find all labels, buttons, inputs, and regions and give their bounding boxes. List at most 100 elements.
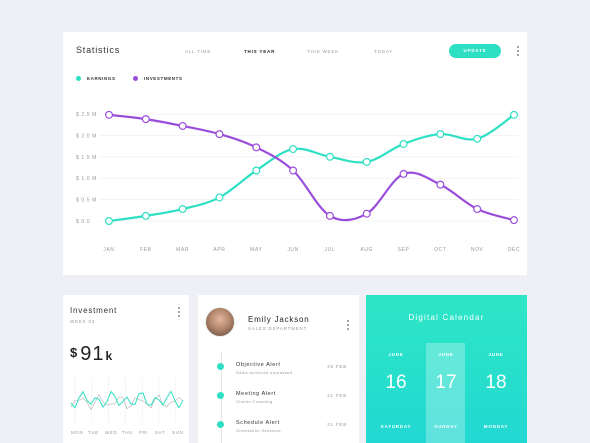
calendar-title: Digital Calendar	[408, 313, 485, 322]
contact-department: SALES DEPARTMENT	[248, 326, 308, 331]
update-button[interactable]: UPDATE	[449, 44, 501, 58]
alert-title: Meeting Alert	[236, 391, 276, 397]
x-tick-label: NOV	[471, 247, 484, 253]
alert-bullet-icon	[217, 363, 224, 370]
data-point-earnings[interactable]	[215, 193, 224, 202]
investment-menu-icon[interactable]	[176, 307, 182, 317]
calendar-weekday: MONDAY	[483, 424, 509, 429]
data-point-earnings[interactable]	[510, 110, 519, 119]
series-line-earnings	[108, 113, 515, 223]
calendar-weekday: SUNDAY	[434, 424, 458, 429]
calendar-day-16[interactable]: JUNE 16 SATURDAY	[376, 352, 416, 429]
tab-this-week[interactable]: THIS WEEK	[307, 49, 339, 54]
alert-subtitle: Clients Coaching	[236, 399, 273, 404]
calendar-card: Digital Calendar JUNE 16 SATURDAY JUNE 1…	[366, 295, 527, 443]
alert-subtitle: Orientation Sessions	[236, 428, 281, 433]
x-tick-label: AUG	[360, 247, 373, 253]
x-tick-label: JUL	[325, 247, 336, 253]
sparkline-primary	[70, 390, 184, 409]
investment-unit: k	[105, 349, 114, 363]
sparkline-secondary	[70, 393, 184, 411]
y-tick-label: $ 2.0 M	[76, 133, 97, 139]
data-point-investments[interactable]	[473, 205, 482, 214]
data-point-investments[interactable]	[104, 110, 113, 119]
x-tick-label: SEP	[398, 247, 410, 253]
contact-card: Emily Jackson SALES DEPARTMENT Objective…	[198, 295, 359, 443]
data-point-investments[interactable]	[215, 130, 224, 139]
data-point-earnings[interactable]	[399, 139, 408, 148]
x-tick-label: JUN	[287, 247, 299, 253]
alert-date: 25 FEB	[327, 364, 347, 369]
data-point-investments[interactable]	[436, 180, 445, 189]
data-point-earnings[interactable]	[141, 211, 150, 220]
y-tick-label: $ 1.5 M	[76, 155, 97, 161]
day-label: WED	[105, 430, 118, 435]
tab-all-time[interactable]: ALL TIME	[185, 49, 212, 54]
data-point-investments[interactable]	[252, 143, 261, 152]
x-tick-label: MAR	[176, 247, 189, 253]
data-point-earnings[interactable]	[289, 145, 298, 154]
alert-item-schedule[interactable]: Schedule Alert Orientation Sessions 21 F…	[217, 420, 352, 436]
alert-item-meeting[interactable]: Meeting Alert Clients Coaching 21 FEB	[217, 391, 352, 407]
investment-card: Investment WEEK 03 $91k MON TUE WED THU …	[63, 295, 189, 443]
alert-item-objective[interactable]: Objective Alert Sales achieved surpassed…	[217, 362, 352, 378]
data-point-investments[interactable]	[362, 209, 371, 218]
investment-week: WEEK 03	[70, 319, 96, 324]
data-point-investments[interactable]	[141, 115, 150, 124]
contact-menu-icon[interactable]	[345, 320, 351, 330]
x-tick-label: APR	[213, 247, 225, 253]
data-point-investments[interactable]	[178, 121, 187, 130]
calendar-date: 18	[485, 372, 507, 393]
day-label: THU	[122, 430, 134, 435]
calendar-date: 16	[385, 372, 407, 393]
alert-bullet-icon	[217, 421, 224, 428]
y-tick-label: $ 0.0	[76, 219, 90, 225]
tab-this-year[interactable]: THIS YEAR	[244, 49, 276, 54]
data-point-earnings[interactable]	[325, 152, 334, 161]
alert-title: Objective Alert	[236, 362, 281, 368]
avatar[interactable]	[205, 307, 235, 337]
x-tick-label: OCT	[434, 247, 446, 253]
data-point-investments[interactable]	[325, 211, 334, 220]
alert-subtitle: Sales achieved surpassed	[236, 370, 293, 375]
statistics-menu-icon[interactable]	[515, 46, 521, 56]
data-point-investments[interactable]	[289, 166, 298, 175]
data-point-earnings[interactable]	[436, 130, 445, 139]
calendar-month: JUNE	[438, 352, 454, 357]
calendar-date: 17	[435, 372, 457, 393]
calendar-day-17[interactable]: JUNE 17 SUNDAY	[426, 352, 466, 429]
calendar-selected-highlight[interactable]	[426, 343, 465, 443]
legend-investments-label: INVESTMENTS	[144, 76, 183, 81]
alert-date: 21 FEB	[327, 422, 347, 427]
y-tick-label: $ 0.5 M	[76, 198, 97, 204]
y-tick-label: $ 1.0 M	[76, 176, 97, 182]
statistics-line-chart: $ 0.0 $ 0.5 M $ 1.0 M $ 1.5 M $ 2.0 M $ 2.5 M…	[76, 110, 520, 253]
day-label: MON	[71, 430, 84, 435]
calendar-month: JUNE	[488, 352, 504, 357]
investment-amount: $91k	[70, 343, 113, 366]
statistics-title: Statistics	[76, 45, 121, 55]
data-point-investments[interactable]	[399, 169, 408, 178]
calendar-day-18[interactable]: JUNE 18 MONDAY	[476, 352, 516, 429]
data-point-earnings[interactable]	[362, 157, 371, 166]
data-point-earnings[interactable]	[104, 217, 113, 226]
calendar-weekday: SATURDAY	[380, 424, 412, 429]
data-point-earnings[interactable]	[252, 166, 261, 175]
data-point-investments[interactable]	[510, 216, 519, 225]
legend-earnings-label: EARNINGS	[87, 76, 116, 81]
day-label: TUE	[88, 430, 99, 435]
investment-title: Investment	[70, 306, 118, 315]
day-label: SAT	[155, 430, 166, 435]
currency-symbol: $	[70, 345, 79, 360]
x-tick-label: DEC	[508, 247, 520, 253]
data-point-earnings[interactable]	[178, 205, 187, 214]
investment-number: 91	[80, 343, 105, 365]
alert-bullet-icon	[217, 392, 224, 399]
legend-investments: INVESTMENTS	[133, 76, 183, 81]
x-tick-label: MAY	[250, 247, 262, 253]
alert-title: Schedule Alert	[236, 420, 280, 426]
investment-sparkline	[70, 377, 184, 423]
data-point-earnings[interactable]	[473, 134, 482, 143]
day-label: FRI	[139, 430, 149, 435]
tab-today[interactable]: TODAY	[374, 49, 394, 54]
